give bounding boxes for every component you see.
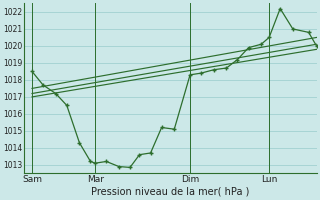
X-axis label: Pression niveau de la mer( hPa ): Pression niveau de la mer( hPa ) bbox=[91, 187, 250, 197]
